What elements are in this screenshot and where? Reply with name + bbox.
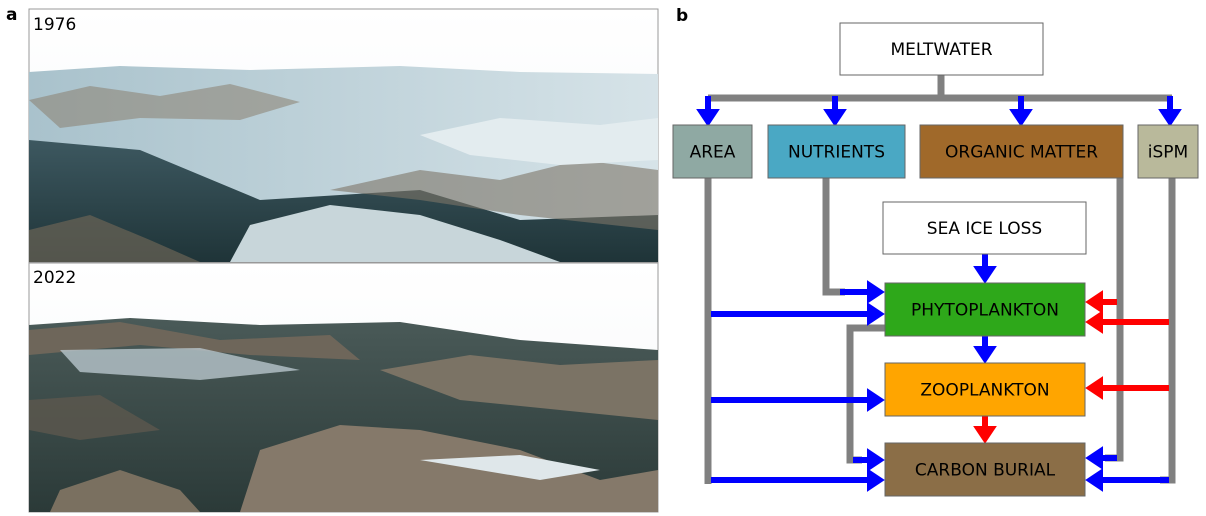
node-label: iSPM <box>1148 143 1188 163</box>
node-box <box>839 22 1044 76</box>
panel-label: b <box>676 6 688 26</box>
node: AREA <box>672 124 753 179</box>
panel-b: b MELTWATER AREA NUTRIENTS ORGANIC MATTER iS… <box>672 6 1199 497</box>
image-1976 <box>28 8 659 263</box>
node-label: ORGANIC MATTER <box>945 143 1098 163</box>
node-box <box>767 124 906 179</box>
node: MELTWATER <box>839 22 1044 76</box>
node-label: MELTWATER <box>890 40 992 60</box>
panel-label: a <box>6 5 17 25</box>
node-box <box>884 442 1086 497</box>
node-label: AREA <box>690 143 736 163</box>
node-box <box>884 362 1086 417</box>
image-year: 2022 <box>33 268 76 288</box>
node-box <box>672 124 753 179</box>
image-2022 <box>28 262 659 513</box>
node: CARBON BURIAL <box>884 442 1086 497</box>
node-label: SEA ICE LOSS <box>927 219 1042 239</box>
node-label: ZOOPLANKTON <box>920 381 1049 401</box>
node-box <box>919 124 1124 179</box>
node-box <box>884 282 1086 337</box>
node-label: NUTRIENTS <box>788 143 885 163</box>
node: iSPM <box>1137 124 1199 179</box>
image-year: 1976 <box>33 15 76 35</box>
node-label: CARBON BURIAL <box>915 461 1056 481</box>
node: NUTRIENTS <box>767 124 906 179</box>
node-box <box>882 201 1087 255</box>
node: PHYTOPLANKTON <box>884 282 1086 337</box>
node: ZOOPLANKTON <box>884 362 1086 417</box>
node-box <box>1137 124 1199 179</box>
node-label: PHYTOPLANKTON <box>911 301 1059 321</box>
panel-a: a 1976 2022 <box>6 5 659 513</box>
node: SEA ICE LOSS <box>882 201 1087 255</box>
connectors <box>696 75 1182 492</box>
node: ORGANIC MATTER <box>919 124 1124 179</box>
